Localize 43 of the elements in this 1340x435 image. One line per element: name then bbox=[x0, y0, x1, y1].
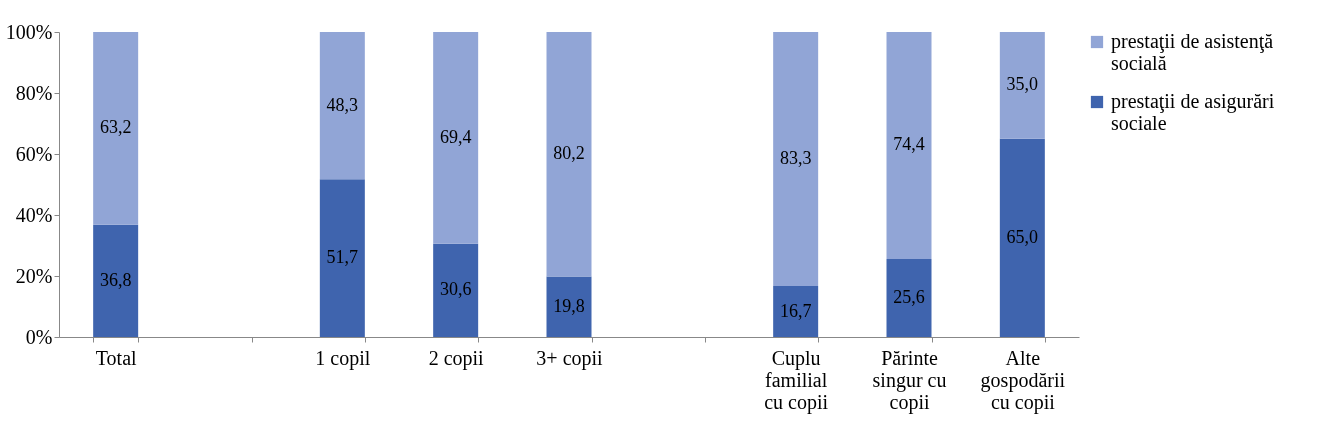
data-label: 69,4 bbox=[439, 126, 472, 147]
bar bbox=[93, 32, 139, 225]
bar bbox=[886, 258, 932, 337]
data-label: 19,8 bbox=[553, 295, 585, 316]
data-label: 48,3 bbox=[326, 94, 359, 115]
legend-label: prestaţii de asistenţă socială bbox=[1111, 30, 1274, 74]
bar bbox=[319, 179, 365, 337]
bar bbox=[773, 286, 819, 337]
x-tick-label: Alte gospodării cu copii bbox=[980, 346, 1066, 414]
legend-label: prestaţii de asigurări sociale bbox=[1111, 90, 1275, 134]
data-label: 35,0 bbox=[1006, 74, 1039, 95]
data-label: 36,8 bbox=[99, 269, 132, 290]
data-label: 80,2 bbox=[553, 143, 585, 164]
x-tick-label: Cuplu familial cu copii bbox=[764, 346, 829, 414]
y-tick-label: 0% bbox=[25, 325, 53, 348]
bar bbox=[999, 32, 1045, 139]
bar bbox=[433, 32, 479, 244]
data-label: 63,2 bbox=[99, 117, 132, 138]
bar bbox=[433, 243, 479, 337]
data-label: 65,0 bbox=[1006, 226, 1039, 247]
data-label: 25,6 bbox=[893, 286, 925, 307]
bar bbox=[546, 276, 592, 337]
y-tick-label: 20% bbox=[15, 264, 53, 287]
y-tick-label: 40% bbox=[15, 203, 53, 226]
y-tick-label: 100% bbox=[5, 20, 53, 43]
bar bbox=[319, 32, 365, 180]
x-tick-label: 2 copii bbox=[428, 346, 485, 370]
y-tick-label: 60% bbox=[15, 142, 53, 165]
data-label: 30,6 bbox=[439, 279, 472, 300]
x-tick-label: 3+ copii bbox=[536, 346, 604, 370]
bar bbox=[93, 224, 139, 337]
bar bbox=[546, 32, 592, 277]
data-label: 83,3 bbox=[779, 148, 812, 169]
bar bbox=[999, 138, 1045, 337]
x-tick-label: 1 copil bbox=[315, 346, 371, 370]
data-label: 51,7 bbox=[326, 247, 359, 268]
y-tick-label: 80% bbox=[15, 81, 53, 104]
data-label: 16,7 bbox=[779, 300, 812, 321]
x-tick-label: Total bbox=[95, 346, 138, 369]
data-label: 74,4 bbox=[893, 134, 925, 155]
x-tick-label: Părinte singur cu copii bbox=[872, 346, 947, 414]
bar bbox=[773, 32, 819, 287]
bar bbox=[886, 32, 932, 259]
